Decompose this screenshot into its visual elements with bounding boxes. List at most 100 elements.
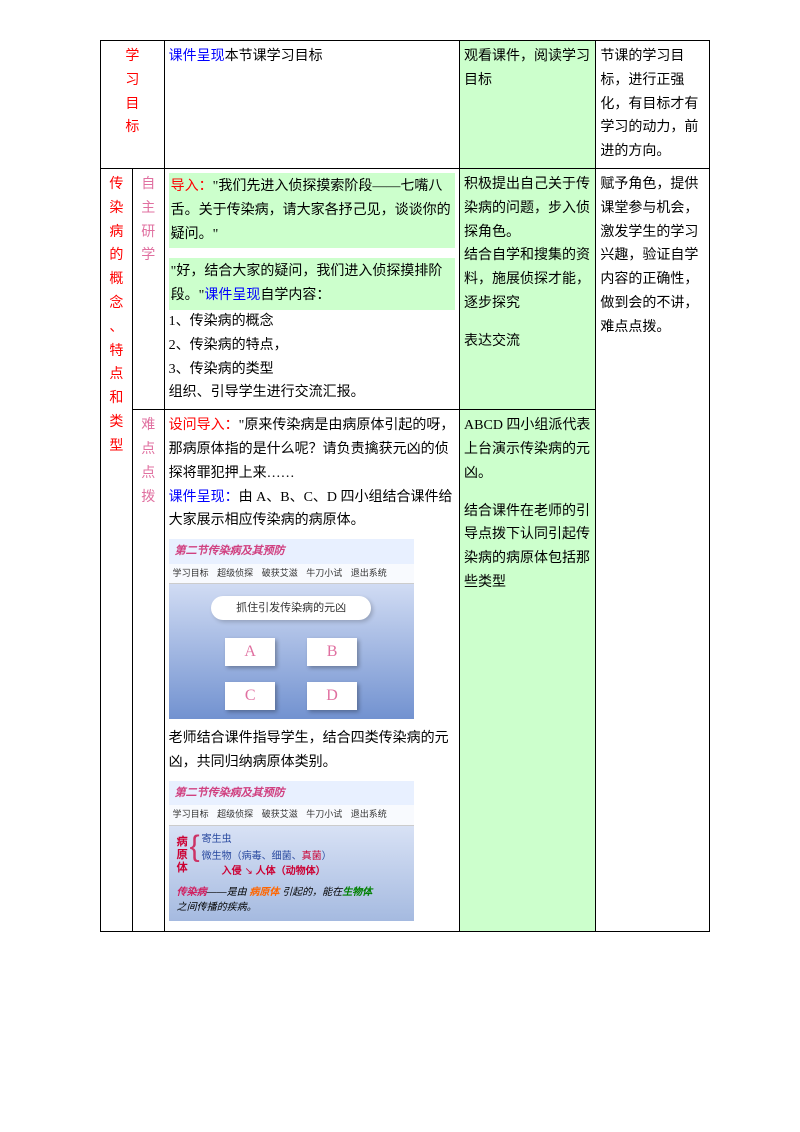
row2b-col4: ABCD 四小组派代表上台演示传染病的元凶。 结合课件在老师的引导点拨下认同引起… xyxy=(460,410,596,932)
row1-col5: 节课的学习目标，进行正强化，有目标才有学习的动力，前进的方向。 xyxy=(596,41,710,169)
menu-item: 破获艾滋 xyxy=(262,809,298,819)
courseware-image-1: 第二节传染病及其预防 学习目标 超级侦探 破获艾滋 牛刀小试 退出系统 抓住引发… xyxy=(169,539,414,719)
text: 结合自学和搜集的资料，施展侦探才能，逐步探究 xyxy=(464,244,591,315)
summary-line: 传染病——是由 病原体 引起的，能在生物体之间传播的疾病。 xyxy=(177,885,406,915)
text: （病毒、细菌、 xyxy=(232,851,302,862)
menu-item: 退出系统 xyxy=(351,568,387,578)
menu-item: 超级侦探 xyxy=(217,809,253,819)
row2b-col3: 设问导入："原来传染病是由病原体引起的呀，那病原体指的是什么呢？请负责擒获元凶的… xyxy=(164,410,459,932)
text: 之间传播的疾病。 xyxy=(177,902,257,913)
menu-item: 牛刀小试 xyxy=(306,809,342,819)
blue-label: 课件呈现 xyxy=(204,288,260,303)
row2-col5: 赋予角色，提供课堂参与机会，激发学生的学习兴趣，验证自学内容的正确性，做到会的不… xyxy=(596,168,710,931)
text: 微生物 xyxy=(202,851,232,862)
vert-char: 型 xyxy=(105,435,128,459)
text: 老师结合课件指导学生，结合四类传染病的元凶，共同归纳病原体类别。 xyxy=(169,727,455,775)
vert-char: 习 xyxy=(105,69,160,93)
menu-item: 牛刀小试 xyxy=(306,568,342,578)
courseware-image-2: 第二节传染病及其预防 学习目标 超级侦探 破获艾滋 牛刀小试 退出系统 病原体 … xyxy=(169,781,414,921)
vert-char: 类 xyxy=(105,411,128,435)
text: ——是由 xyxy=(207,887,247,898)
bracket-content: 寄生虫 微生物（病毒、细菌、真菌） 入侵 ↘ 人体（动物体） xyxy=(202,832,332,879)
blue-label: 课件呈现： xyxy=(169,490,239,505)
bracket-icon: { xyxy=(190,832,200,862)
menu-item: 退出系统 xyxy=(351,809,387,819)
text: ） xyxy=(322,851,332,862)
row1-label: 学 习 目 标 xyxy=(101,41,165,169)
vert-char: 自 xyxy=(137,173,160,197)
vert-char: 主 xyxy=(137,197,160,221)
vert-char: 拨 xyxy=(137,486,160,510)
vert-char: 概 xyxy=(105,268,128,292)
list-item: 3、传染病的类型 xyxy=(169,358,455,382)
cw-title: 第二节传染病及其预防 xyxy=(169,781,414,806)
vert-char: 特 xyxy=(105,340,128,364)
kw: 病原体 xyxy=(249,887,279,898)
list-item: 2、传染病的特点， xyxy=(169,334,455,358)
cw-buttons: C D xyxy=(169,674,414,718)
vert-char: 病 xyxy=(105,221,128,245)
vert-char: 点 xyxy=(137,438,160,462)
list-item: 1、传染病的概念 xyxy=(169,310,455,334)
vert-char: 念 xyxy=(105,292,128,316)
text: 本节课学习目标 xyxy=(225,49,323,64)
subsection-label: 自 主 研 学 xyxy=(132,168,164,409)
pathogen-label: 病原体 xyxy=(177,836,188,876)
row2a-col4: 积极提出自己关于传染病的问题，步入侦探角色。 结合自学和搜集的资料，施展侦探才能… xyxy=(460,168,596,409)
text: 表达交流 xyxy=(464,330,591,354)
cw-btn-a: A xyxy=(225,638,275,666)
subsection-label: 难 点 点 拨 xyxy=(132,410,164,932)
section-label: 传 染 病 的 概 念 、 特 点 和 类 型 xyxy=(101,168,133,931)
text: 积极提出自己关于传染病的问题，步入侦探角色。 xyxy=(464,173,591,244)
menu-item: 超级侦探 xyxy=(217,568,253,578)
vert-char: 点 xyxy=(137,462,160,486)
text: 自学内容： xyxy=(260,288,330,303)
red-label: 导入： xyxy=(171,179,213,194)
vert-char: 传 xyxy=(105,173,128,197)
green-block: 导入："我们先进入侦探摸索阶段——七嘴八舌。关于传染病，请大家各抒己见，谈谈你的… xyxy=(169,173,455,248)
vert-char: 难 xyxy=(137,414,160,438)
human-text: 人体（动物体） xyxy=(256,866,326,877)
row2a-col3: 导入："我们先进入侦探摸索阶段——七嘴八舌。关于传染病，请大家各抒己见，谈谈你的… xyxy=(164,168,459,409)
cw-oval: 抓住引发传染病的元凶 xyxy=(211,596,371,620)
cw2-body: 病原体 { 寄生虫 微生物（病毒、细菌、真菌） 入侵 ↘ 人体（动物体） xyxy=(169,826,414,921)
vert-char: 学 xyxy=(137,244,160,268)
kw: 传染病 xyxy=(177,887,207,898)
vert-char: 的 xyxy=(105,244,128,268)
page-container: 学 习 目 标 课件呈现本节课学习目标 观看课件，阅读学习目标 节课的学习目标，… xyxy=(0,0,800,972)
green-block: "好，结合大家的疑问，我们进入侦探摸排阶段。"课件呈现自学内容： xyxy=(169,258,455,310)
table-row: 传 染 病 的 概 念 、 特 点 和 类 型 自 主 研 学 导入："我们先进… xyxy=(101,168,710,409)
line-parasite: 寄生虫 xyxy=(202,832,332,847)
cw-btn-b: B xyxy=(307,638,357,666)
invade-line: 入侵 ↘ 人体（动物体） xyxy=(202,864,332,879)
cw-btn-c: C xyxy=(225,682,275,710)
line-micro: 微生物（病毒、细菌、真菌） xyxy=(202,849,332,864)
text: 结合课件在老师的引导点拨下认同引起传染病的病原体包括那些类型 xyxy=(464,500,591,595)
menu-item: 破获艾滋 xyxy=(262,568,298,578)
menu-item: 学习目标 xyxy=(173,809,209,819)
row1-col3: 课件呈现本节课学习目标 xyxy=(164,41,459,169)
text: 引起的，能在 xyxy=(282,887,342,898)
text: 组织、引导学生进行交流汇报。 xyxy=(169,381,455,405)
vert-char: 和 xyxy=(105,387,128,411)
vert-char: 研 xyxy=(137,221,160,245)
kw: 生物体 xyxy=(342,887,372,898)
cw-btn-d: D xyxy=(307,682,357,710)
text: 真菌 xyxy=(302,851,322,862)
arrow-icon: ↘ xyxy=(244,866,255,877)
cw-menu: 学习目标 超级侦探 破获艾滋 牛刀小试 退出系统 xyxy=(169,564,414,584)
red-label: 设问导入： xyxy=(169,418,239,433)
table-row: 学 习 目 标 课件呈现本节课学习目标 观看课件，阅读学习目标 节课的学习目标，… xyxy=(101,41,710,169)
text: ABCD 四小组派代表上台演示传染病的元凶。 xyxy=(464,414,591,485)
cw-menu: 学习目标 超级侦探 破获艾滋 牛刀小试 退出系统 xyxy=(169,805,414,825)
vert-char: 、 xyxy=(105,316,128,340)
cw-title: 第二节传染病及其预防 xyxy=(169,539,414,564)
vert-char: 标 xyxy=(105,116,160,140)
bracket-group: 病原体 { 寄生虫 微生物（病毒、细菌、真菌） 入侵 ↘ 人体（动物体） xyxy=(177,832,406,879)
lesson-table: 学 习 目 标 课件呈现本节课学习目标 观看课件，阅读学习目标 节课的学习目标，… xyxy=(100,40,710,932)
text: "我们先进入侦探摸索阶段——七嘴八舌。关于传染病，请大家各抒己见，谈谈你的疑问。… xyxy=(171,179,451,242)
vert-char: 点 xyxy=(105,363,128,387)
vert-char: 学 xyxy=(105,45,160,69)
cw-buttons: A B xyxy=(169,630,414,674)
blue-label: 课件呈现 xyxy=(169,49,225,64)
